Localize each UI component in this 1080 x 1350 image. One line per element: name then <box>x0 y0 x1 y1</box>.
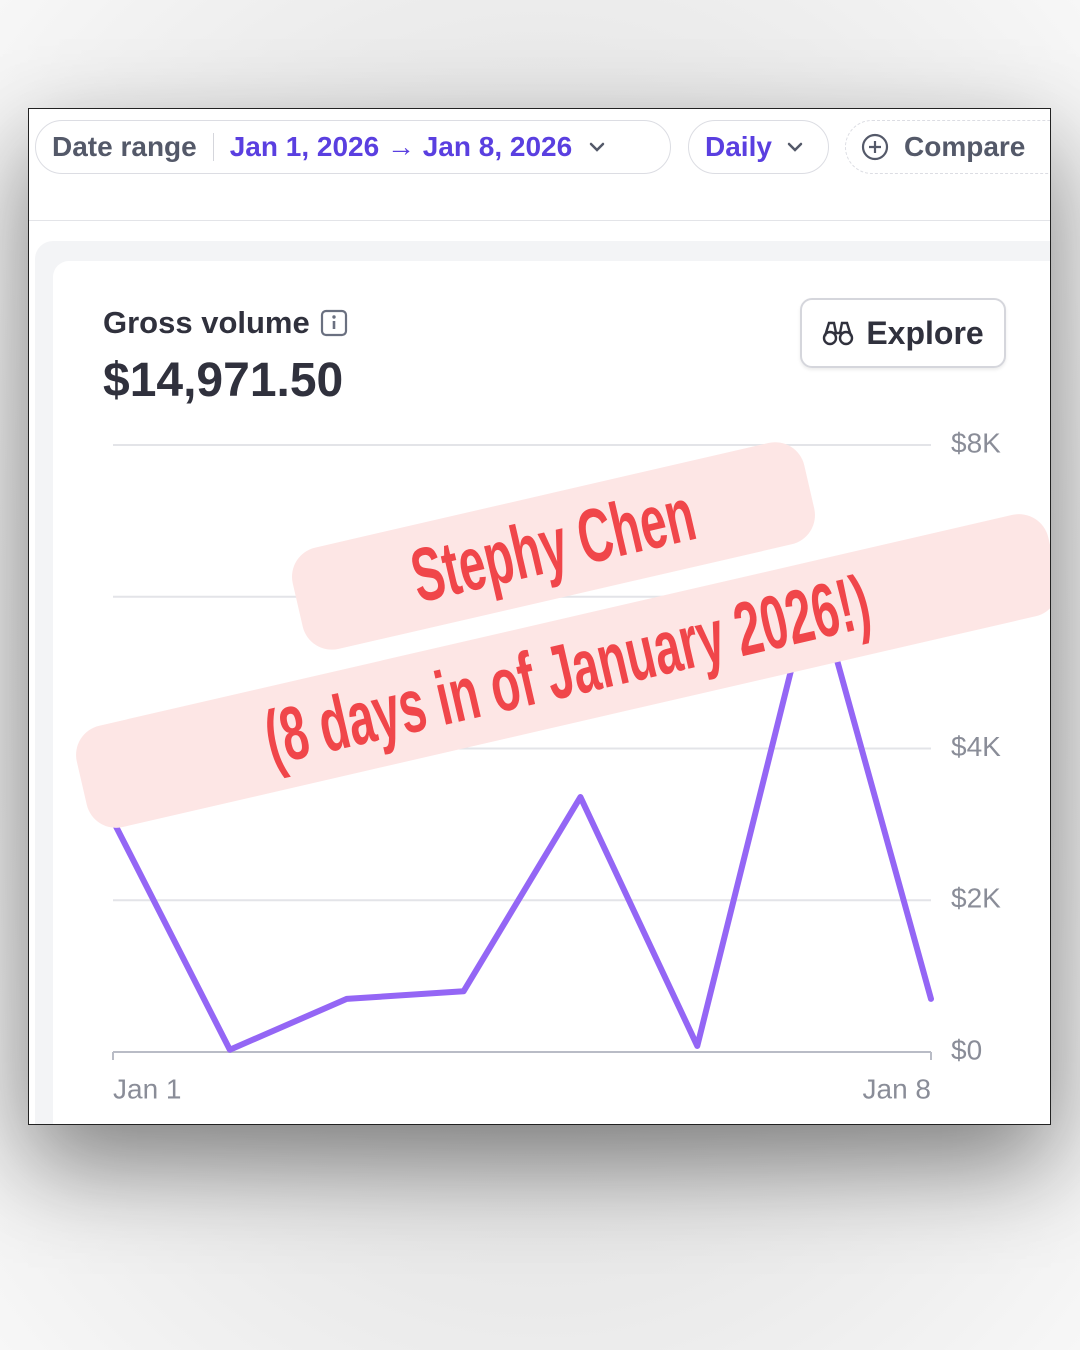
y-tick-label: $0 <box>951 1034 982 1065</box>
x-tick-label: Jan 8 <box>863 1073 932 1104</box>
y-tick-label: $4K <box>951 731 1001 762</box>
y-tick-label: $2K <box>951 883 1001 914</box>
plus-icon <box>861 133 889 161</box>
date-range-value: Jan 1, 2026 → Jan 8, 2026 <box>229 131 573 162</box>
dashboard-card: Date range Jan 1, 2026 → Jan 8, 2026 Dai… <box>28 108 1051 1125</box>
chart: $0 $2K $4K $6K $8K Jan 1 Jan 8 <box>110 427 1001 1104</box>
compare-label: Compare <box>904 131 1026 162</box>
x-tick-label: Jan 1 <box>113 1073 182 1104</box>
date-range-label: Date range <box>52 131 197 162</box>
metric-total: $14,971.50 <box>103 354 344 407</box>
compare-button[interactable]: Compare <box>845 120 1050 174</box>
chevron-icon <box>787 142 803 152</box>
y-tick-label: $6K <box>951 579 1001 610</box>
interval-filter[interactable]: Daily <box>688 120 829 174</box>
separator <box>212 133 214 161</box>
line-series <box>110 574 934 1053</box>
info-icon[interactable] <box>320 309 348 337</box>
date-range-filter[interactable]: Date range Jan 1, 2026 → Jan 8, 2026 <box>35 120 671 174</box>
y-tick-label: $8K <box>951 427 1001 458</box>
explore-button[interactable]: Explore <box>800 298 1006 368</box>
explore-label: Explore <box>866 314 984 351</box>
metric-title-row: Gross volume <box>103 305 348 341</box>
metric-title: Gross volume <box>103 305 310 340</box>
interval-value: Daily <box>705 131 772 162</box>
binoculars-icon <box>823 321 854 346</box>
divider <box>29 220 1050 221</box>
chevron-icon <box>589 142 605 152</box>
